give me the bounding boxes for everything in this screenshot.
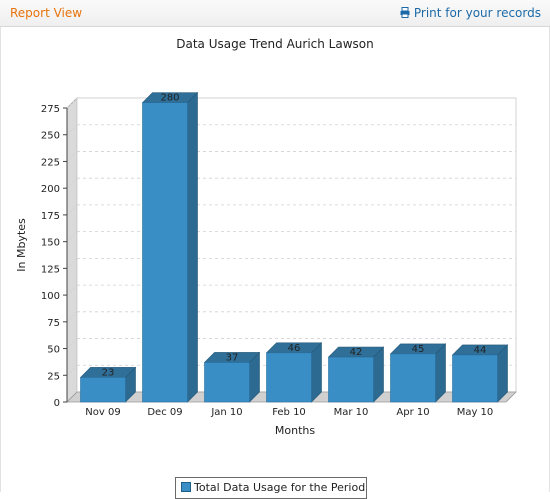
x-tick-label: Mar 10 [334,407,369,418]
y-tick-label: 50 [47,345,60,356]
y-axis-title: In Mbytes [15,218,28,272]
y-tick-label: 100 [41,291,60,302]
bar [204,362,250,403]
chart-title: Data Usage Trend Aurich Lawson [176,37,373,51]
bar [452,354,498,403]
y-tick-label: 225 [41,157,60,168]
x-tick-label: May 10 [457,407,494,418]
bar [390,353,436,403]
x-tick-label: Dec 09 [147,407,182,418]
data-label: 23 [102,367,115,378]
y-tick-label: 150 [41,238,60,249]
left-wall [66,97,78,403]
data-label: 42 [350,347,363,358]
data-label: 44 [474,345,487,356]
plot-area: 0 25 50 75 100 125 150 175 200 225 250 275 23 Nov 09 2… [41,91,517,418]
x-tick-label: Jan 10 [210,407,242,418]
print-link-label: Print for your records [413,6,541,20]
data-label: 45 [412,344,425,355]
chart-legend: Total Data Usage for the Period [175,477,367,499]
x-tick-label: Apr 10 [396,407,429,418]
data-label: 37 [226,352,239,363]
printer-icon [400,7,410,18]
y-tick-label: 250 [41,131,60,142]
y-tick-label: 75 [47,318,60,329]
y-tick-label: 125 [41,264,60,275]
data-label: 46 [288,343,301,354]
y-tick-label: 175 [41,211,60,222]
bar-chart: Data Usage Trend Aurich Lawson In Mbytes… [15,37,517,437]
report-header: Report View Print for your records [0,0,550,27]
legend-label: Total Data Usage for the Period [194,481,366,494]
bar [328,356,374,403]
y-tick-label: 275 [41,104,60,115]
legend-swatch [181,482,191,492]
y-tick-label: 25 [47,371,60,382]
data-label: 280 [160,93,179,104]
print-link[interactable]: Print for your records [400,6,541,20]
bar [266,352,312,403]
bar [142,102,188,403]
chart-panel: Data Usage Trend Aurich Lawson In Mbytes… [0,27,550,499]
y-tick-label: 0 [54,398,60,409]
report-view-title: Report View [10,6,83,20]
bar [80,377,126,403]
y-tick-label: 200 [41,184,60,195]
x-tick-label: Nov 09 [85,407,120,418]
x-tick-label: Feb 10 [272,407,306,418]
bar-side [187,91,198,403]
x-axis-title: Months [275,424,315,437]
